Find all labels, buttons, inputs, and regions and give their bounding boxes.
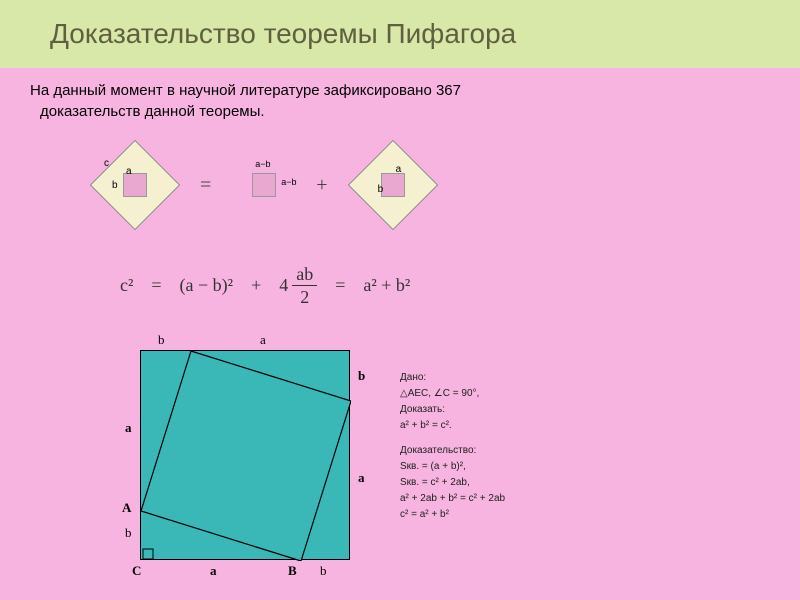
fig-right-a: a — [358, 470, 365, 486]
fig-C: C — [132, 563, 141, 579]
big-square — [140, 350, 350, 560]
proof-s4: c² = a² + b² — [400, 507, 505, 522]
eq-den: 2 — [300, 286, 309, 306]
fig-top-b: b — [158, 332, 165, 348]
eq-eq1: = — [151, 275, 161, 296]
label-c: c — [104, 158, 109, 169]
label-a2: a — [396, 164, 402, 175]
proof-given: Дано: — [400, 370, 505, 385]
fig-right-b: b — [358, 368, 365, 384]
slide-title: Доказательство теоремы Пифагора — [0, 0, 800, 68]
label-b: b — [112, 180, 118, 191]
eq-eq2: = — [335, 275, 345, 296]
eq-amb2: (a − b)² — [180, 275, 234, 296]
fig-bot-b: b — [320, 563, 327, 579]
eq-four: 4 — [279, 275, 288, 296]
proof-heading: Доказательство: — [400, 443, 505, 458]
proof-given1: △AEC, ∠C = 90°, — [400, 386, 505, 401]
intro-line2: доказательств данной теоремы. — [30, 101, 800, 122]
eq-num: ab — [292, 265, 317, 286]
square-c: a b c — [100, 150, 170, 220]
square-triangles: a b — [358, 150, 428, 220]
proof-s2: Sкв. = c² + 2ab, — [400, 475, 505, 490]
eq-4frac: 4 ab 2 — [279, 265, 317, 306]
label-amb-top: a−b — [255, 159, 270, 169]
fig-bot-a: a — [210, 563, 217, 579]
proof-text: Дано: △AEC, ∠C = 90°, Доказать: a² + b² … — [400, 370, 505, 523]
proof-prove: Доказать: — [400, 402, 505, 417]
proof-s3: a² + 2ab + b² = c² + 2ab — [400, 491, 505, 506]
intro-line1: На данный момент в научной литературе за… — [30, 80, 800, 101]
square-a-minus-b: a−b a−b — [241, 163, 286, 208]
label-a: a — [126, 166, 132, 177]
fig-left-b: b — [125, 525, 132, 541]
eq-c2: c² — [120, 275, 133, 296]
fig-B: B — [288, 563, 297, 579]
eq-plus: + — [251, 275, 261, 296]
inscribed-square-svg — [141, 351, 351, 561]
fig-A: A — [122, 500, 131, 516]
fig-left-a: a — [125, 420, 132, 436]
label-amb-right: a−b — [281, 177, 296, 187]
proof-s1: Sкв. = (a + b)², — [400, 459, 505, 474]
label-b2: b — [378, 184, 384, 195]
eq-rhs: a² + b² — [363, 275, 410, 296]
equals-1: = — [200, 174, 211, 197]
fig-top-a: a — [260, 332, 266, 348]
equation-row: c² = (a − b)² + 4 ab 2 = a² + b² — [120, 265, 410, 306]
diagram-row-1: a b c = a−b a−b + a b — [100, 150, 428, 220]
plus-1: + — [316, 174, 327, 197]
proof-figure: b a b a a b a b A C B — [140, 350, 350, 560]
proof-prove1: a² + b² = c². — [400, 418, 505, 433]
intro-text: На данный момент в научной литературе за… — [0, 68, 800, 122]
eq-fraction: ab 2 — [292, 265, 317, 306]
